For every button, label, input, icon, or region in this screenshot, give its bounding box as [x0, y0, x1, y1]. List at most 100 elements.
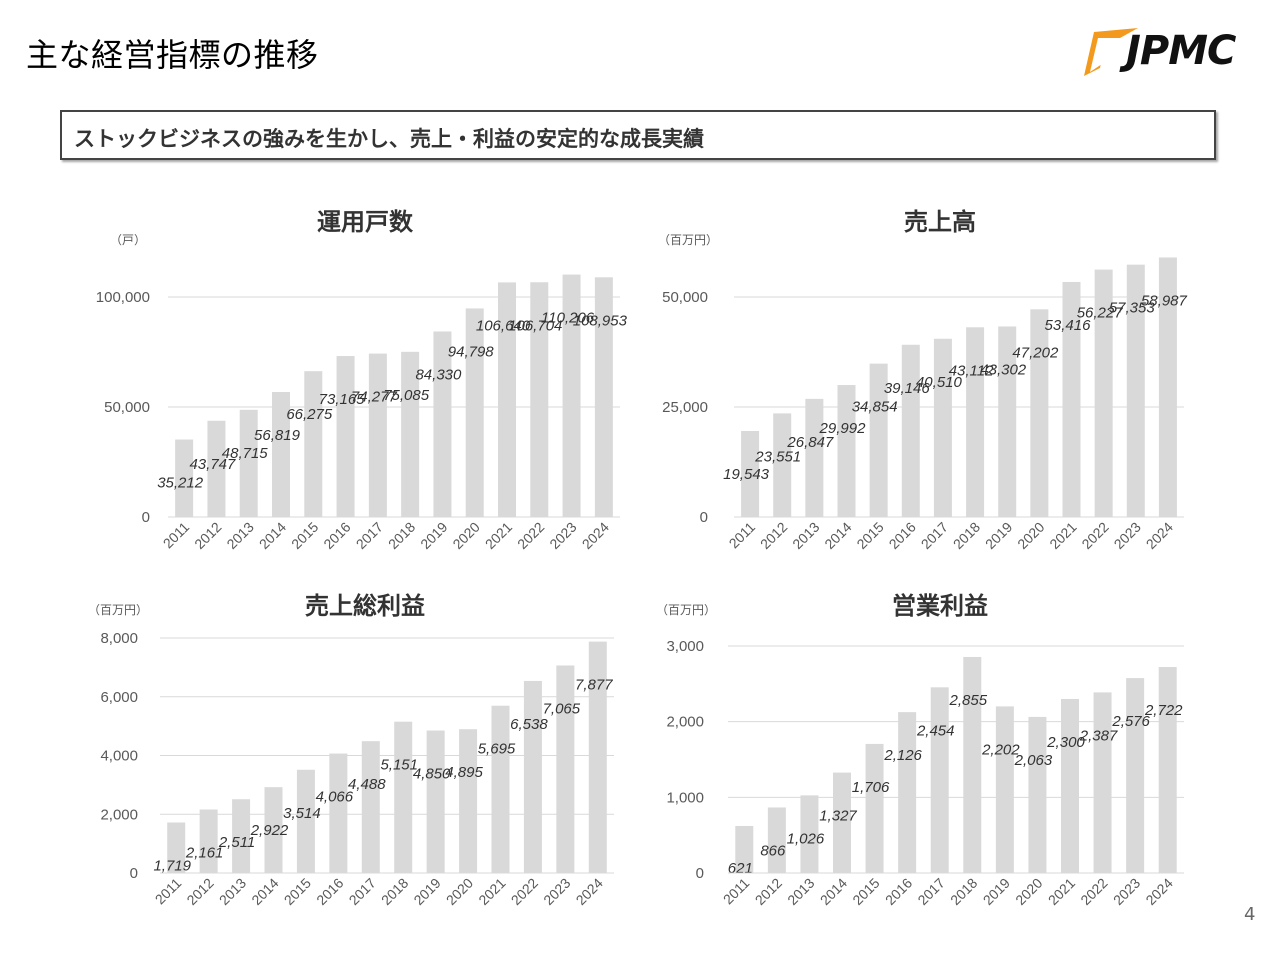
data-label: 106,704 [508, 317, 562, 334]
bar [361, 741, 380, 873]
bar [833, 772, 851, 873]
y-tick-label: 0 [130, 865, 138, 882]
data-label: 2,161 [185, 845, 224, 862]
bar [1094, 269, 1113, 517]
bar [1062, 281, 1081, 517]
x-tick-label: 2021 [482, 519, 515, 552]
bar [530, 282, 549, 517]
bar [1126, 264, 1145, 517]
y-tick-label: 0 [142, 509, 150, 526]
data-label: 56,819 [254, 427, 301, 444]
data-label: 75,085 [383, 387, 430, 404]
x-tick-label: 2014 [817, 875, 850, 908]
x-tick-label: 2021 [1046, 519, 1079, 552]
chart-title: 営業利益 [892, 592, 988, 620]
x-tick-label: 2019 [982, 519, 1015, 552]
data-label: 110,206 [541, 310, 595, 327]
x-tick-label: 2012 [183, 875, 216, 908]
data-label: 7,877 [575, 677, 613, 694]
data-label: 4,850 [413, 766, 451, 783]
bar [1158, 667, 1177, 873]
bar [401, 351, 420, 517]
x-tick-label: 2014 [256, 519, 289, 552]
x-tick-label: 2020 [449, 519, 482, 552]
bar [837, 385, 856, 517]
data-label: 43,302 [980, 361, 1027, 378]
chart-title: 運用戸数 [317, 208, 414, 236]
bar [199, 809, 218, 873]
x-tick-label: 2019 [410, 875, 443, 908]
data-label: 866 [760, 842, 786, 859]
data-label: 5,151 [380, 757, 418, 774]
bar [523, 680, 542, 873]
x-tick-label: 2013 [784, 875, 817, 908]
data-label: 2,922 [250, 822, 289, 839]
x-tick-label: 2019 [417, 519, 450, 552]
bar [465, 308, 484, 517]
bar [767, 807, 786, 873]
data-label: 3,514 [283, 805, 321, 822]
bar [394, 721, 413, 873]
x-tick-label: 2011 [726, 519, 759, 552]
subtitle-box: ストックビジネスの強みを生かし、売上・利益の安定的な成長実績 [60, 110, 1216, 160]
chart-title: 売上総利益 [305, 592, 425, 620]
bar [459, 729, 478, 873]
data-label: 35,212 [157, 475, 204, 492]
x-tick-label: 2023 [1111, 519, 1144, 552]
x-tick-label: 2017 [914, 875, 947, 908]
y-tick-label: 0 [696, 865, 704, 882]
data-label: 108,953 [573, 312, 628, 329]
data-label: 19,543 [723, 466, 770, 483]
x-tick-label: 2012 [757, 519, 790, 552]
bar [1030, 309, 1049, 517]
data-label: 106,640 [476, 317, 531, 334]
bar [594, 277, 613, 517]
bar [368, 353, 387, 517]
x-tick-label: 2024 [579, 519, 612, 552]
bar [588, 641, 607, 873]
data-label: 29,992 [819, 420, 867, 437]
bar [232, 799, 251, 873]
bar [966, 327, 985, 517]
data-label: 2,387 [1079, 727, 1118, 744]
y-tick-label: 3,000 [666, 638, 704, 655]
data-label: 2,576 [1111, 713, 1150, 730]
y-tick-label: 25,000 [662, 399, 708, 416]
unit-label: （百万円） [88, 603, 148, 617]
bar [491, 705, 510, 873]
data-label: 4,895 [445, 764, 483, 781]
x-tick-label: 2011 [720, 875, 753, 908]
bar [264, 787, 283, 873]
data-label: 1,327 [819, 808, 857, 825]
bar [998, 326, 1017, 517]
page-number: 4 [1244, 904, 1256, 925]
bar [207, 420, 226, 517]
data-label: 2,300 [1046, 734, 1085, 751]
x-tick-label: 2013 [789, 519, 822, 552]
bar [556, 665, 575, 873]
bar [800, 795, 819, 873]
y-tick-label: 2,000 [666, 714, 704, 731]
x-tick-label: 2021 [1045, 875, 1078, 908]
data-label: 84,330 [415, 366, 462, 383]
data-label: 2,855 [949, 692, 988, 709]
data-label: 2,722 [1144, 702, 1183, 719]
x-tick-label: 2016 [313, 875, 346, 908]
x-tick-label: 2017 [346, 875, 379, 908]
data-label: 2,454 [916, 722, 955, 739]
bar [963, 656, 982, 873]
bar [239, 409, 258, 517]
data-label: 7,065 [543, 700, 581, 717]
x-tick-label: 2015 [853, 519, 886, 552]
x-tick-label: 2011 [160, 519, 193, 552]
x-tick-label: 2012 [752, 875, 785, 908]
chart-title: 売上高 [904, 208, 976, 236]
x-tick-label: 2016 [882, 875, 915, 908]
unit-label: （戸） [110, 233, 146, 247]
data-label: 39,146 [884, 380, 931, 397]
data-label: 1,719 [153, 858, 191, 875]
x-tick-label: 2024 [1143, 519, 1176, 552]
bar [296, 769, 315, 873]
bar [898, 712, 917, 873]
y-tick-label: 50,000 [104, 399, 150, 416]
